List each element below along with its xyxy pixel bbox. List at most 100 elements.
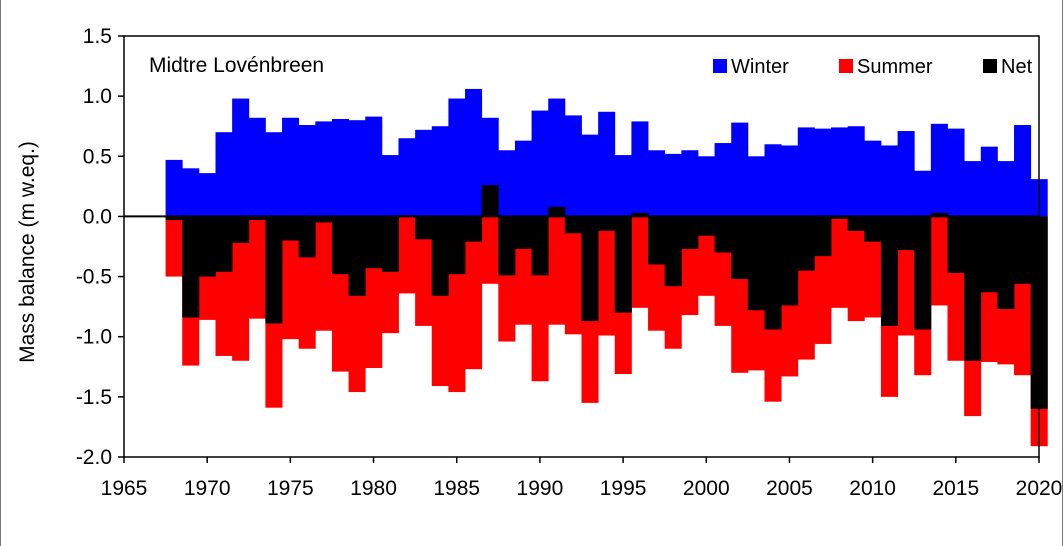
net-bar-1968 [165,216,183,221]
net-bar-2007 [814,216,832,257]
net-bar-1989 [514,216,532,249]
x-tick-label: 1980 [350,477,397,500]
winter-bar-2005 [781,145,799,217]
winter-bar-2006 [797,127,815,217]
winter-bar-2013 [914,170,932,217]
net-bar-1995 [614,216,632,313]
winter-bar-1983 [415,129,433,217]
net-bar-1994 [598,216,616,231]
summer-bar-1975 [282,216,300,340]
net-bar-2006 [797,216,815,271]
summer-bar-2009 [847,216,865,322]
winter-bar-2016 [964,161,982,217]
net-bar-1993 [581,216,599,322]
winter-bar-2019 [1014,125,1032,217]
net-bar-1979 [348,216,366,296]
winter-bar-1971 [215,132,233,217]
net-bar-2000 [697,216,715,236]
net-bar-1974 [265,216,283,324]
net-bar-2004 [764,216,782,330]
winter-bar-2003 [747,156,765,217]
x-axis: 1965 1970 1975 1980 1985 1990 1995 2000 2005 2010… [101,457,1062,500]
net-bar-1999 [681,216,699,249]
winter-bar-2004 [764,144,782,217]
summer-bar-1994 [598,216,616,336]
net-bar-1997 [648,216,666,265]
x-tick-label: 1990 [517,477,564,500]
winter-bar-2009 [847,126,865,217]
winter-bar-1978 [331,119,349,217]
winter-bar-1980 [365,116,383,217]
x-tick-label: 1975 [267,477,314,500]
net-bar-1996 [631,212,649,217]
winter-bar-1995 [614,155,632,217]
net-bar-1986 [465,216,483,242]
summer-bar-2008 [831,216,849,308]
winter-bar-2008 [831,127,849,217]
summer-bar-1992 [564,216,582,335]
summer-bar-2014 [930,216,948,306]
y-tick-label: 1.0 [83,85,112,108]
winter-bar-1992 [564,115,582,217]
x-tick-label: 2015 [932,477,979,500]
winter-bar-1991 [548,98,566,217]
winter-bar-2007 [814,128,832,217]
summer-bar-1968 [165,216,183,277]
winter-bar-1969 [182,168,200,217]
winter-bar-1974 [265,132,283,217]
y-tick-label: 1.5 [83,25,112,48]
legend-label-summer: Summer [857,56,933,78]
x-tick-label: 1965 [101,477,148,500]
legend-swatch-summer [839,59,853,73]
net-bar-1987 [481,185,499,217]
net-bar-1980 [365,216,383,269]
summer-bar-1973 [248,216,266,319]
net-bar-1972 [232,216,250,243]
net-bar-2010 [864,216,882,242]
winter-bar-1977 [315,121,333,217]
winter-bar-1968 [165,159,183,217]
x-tick-label: 1995 [600,477,647,500]
winter-bar-2011 [880,145,898,217]
net-bar-1988 [498,216,516,276]
summer-bar-1977 [315,216,333,331]
summer-bar-1983 [415,216,433,326]
net-bar-2016 [964,216,982,361]
winter-bar-2017 [980,146,998,217]
net-bar-1985 [448,216,466,275]
x-tick-label: 2000 [683,477,730,500]
legend-swatch-net [983,59,997,73]
net-bar-2003 [747,216,765,311]
y-tick-label: -1.0 [76,326,112,349]
legend-swatch-winter [713,59,727,73]
x-tick-label: 2010 [849,477,896,500]
winter-bar-2002 [731,122,749,217]
net-bar-1992 [564,216,582,234]
net-bar-1984 [431,216,449,296]
net-bar-2017 [980,216,998,293]
winter-bar-2000 [697,156,715,217]
net-bar-1998 [664,216,682,287]
net-bar-1969 [182,216,200,318]
winter-bar-2010 [864,140,882,217]
winter-bar-2001 [714,143,732,217]
plot-area-frame [123,35,1040,458]
winter-bar-1975 [282,117,300,217]
net-bar-2009 [847,216,865,231]
net-bar-1975 [282,216,300,241]
y-tick-label: -0.5 [76,266,112,289]
winter-bar-1999 [681,150,699,217]
winter-bar-1988 [498,150,516,217]
net-bar-1976 [298,216,316,258]
summer-bar-1987 [481,216,499,284]
winter-bar-2018 [997,161,1015,217]
winter-bar-1970 [198,173,216,217]
chart-title: Midtre Lovénbreen [149,54,324,77]
winter-bar-1993 [581,134,599,217]
legend-label-net: Net [1001,56,1033,78]
y-tick-label: -2.0 [76,446,112,469]
net-bar-2015 [947,216,965,273]
winter-bar-1994 [598,111,616,217]
summer-bar-2000 [697,216,715,296]
